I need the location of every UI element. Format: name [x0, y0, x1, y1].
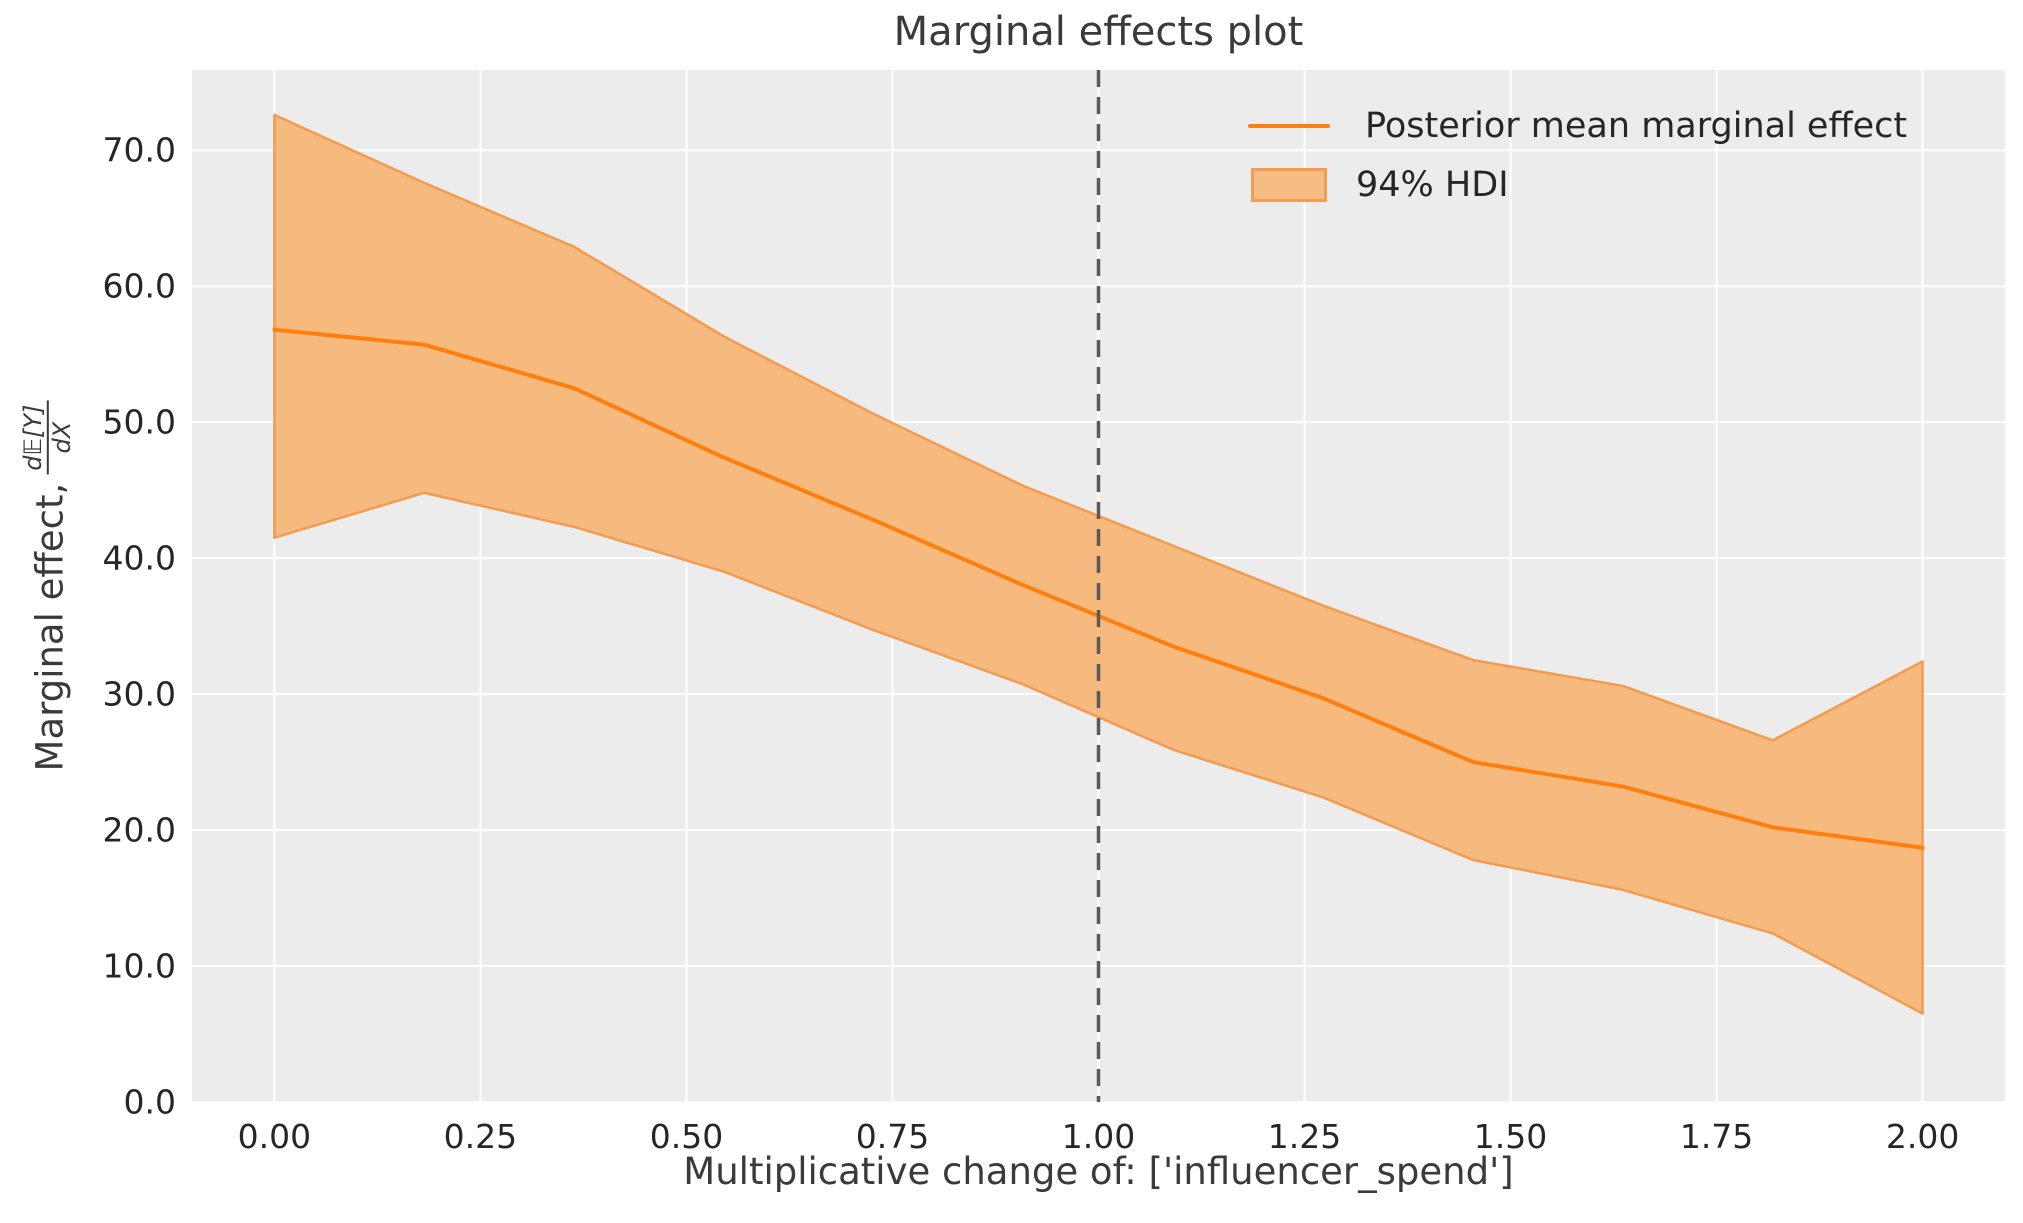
legend-label-hdi: 94% HDI — [1356, 164, 1509, 205]
legend: Posterior mean marginal effect 94% HDI — [1248, 96, 1907, 214]
y-tick-label: 0.0 — [123, 1082, 176, 1122]
y-tick-label: 30.0 — [102, 674, 176, 714]
y-tick-label: 40.0 — [102, 538, 176, 578]
x-tick-label: 1.50 — [1473, 1117, 1548, 1156]
plot-area: Posterior mean marginal effect 94% HDI — [192, 70, 2005, 1102]
x-tick-label: 0.75 — [855, 1117, 930, 1156]
legend-item-hdi: 94% HDI — [1248, 155, 1907, 214]
y-tick-label: 70.0 — [102, 130, 176, 170]
x-tick-label: 0.25 — [443, 1117, 518, 1156]
y-tick-label: 60.0 — [102, 266, 176, 306]
x-tick-label: 1.25 — [1267, 1117, 1342, 1156]
legend-line-swatch — [1248, 123, 1330, 128]
chart-title: Marginal effects plot — [893, 9, 1304, 55]
x-tick-label: 2.00 — [1885, 1117, 1960, 1156]
legend-label-posterior-mean: Posterior mean marginal effect — [1365, 105, 1908, 146]
y-tick-label: 20.0 — [102, 810, 176, 850]
legend-item-posterior-mean: Posterior mean marginal effect — [1248, 96, 1907, 155]
y-axis-label-text: Marginal effect, — [28, 482, 72, 772]
y-tick-label: 10.0 — [102, 946, 176, 986]
legend-patch-swatch — [1251, 167, 1327, 202]
x-tick-label: 1.00 — [1061, 1117, 1136, 1156]
chart-canvas — [192, 70, 2005, 1102]
y-axis-label: Marginal effect, d𝔼[Y] dX — [19, 400, 79, 772]
y-tick-label: 50.0 — [102, 402, 176, 442]
x-tick-label: 0.50 — [649, 1117, 724, 1156]
x-tick-label: 0.00 — [237, 1117, 312, 1156]
x-tick-label: 1.75 — [1679, 1117, 1754, 1156]
x-axis-label: Multiplicative change of: ['influencer_s… — [683, 1150, 1514, 1193]
